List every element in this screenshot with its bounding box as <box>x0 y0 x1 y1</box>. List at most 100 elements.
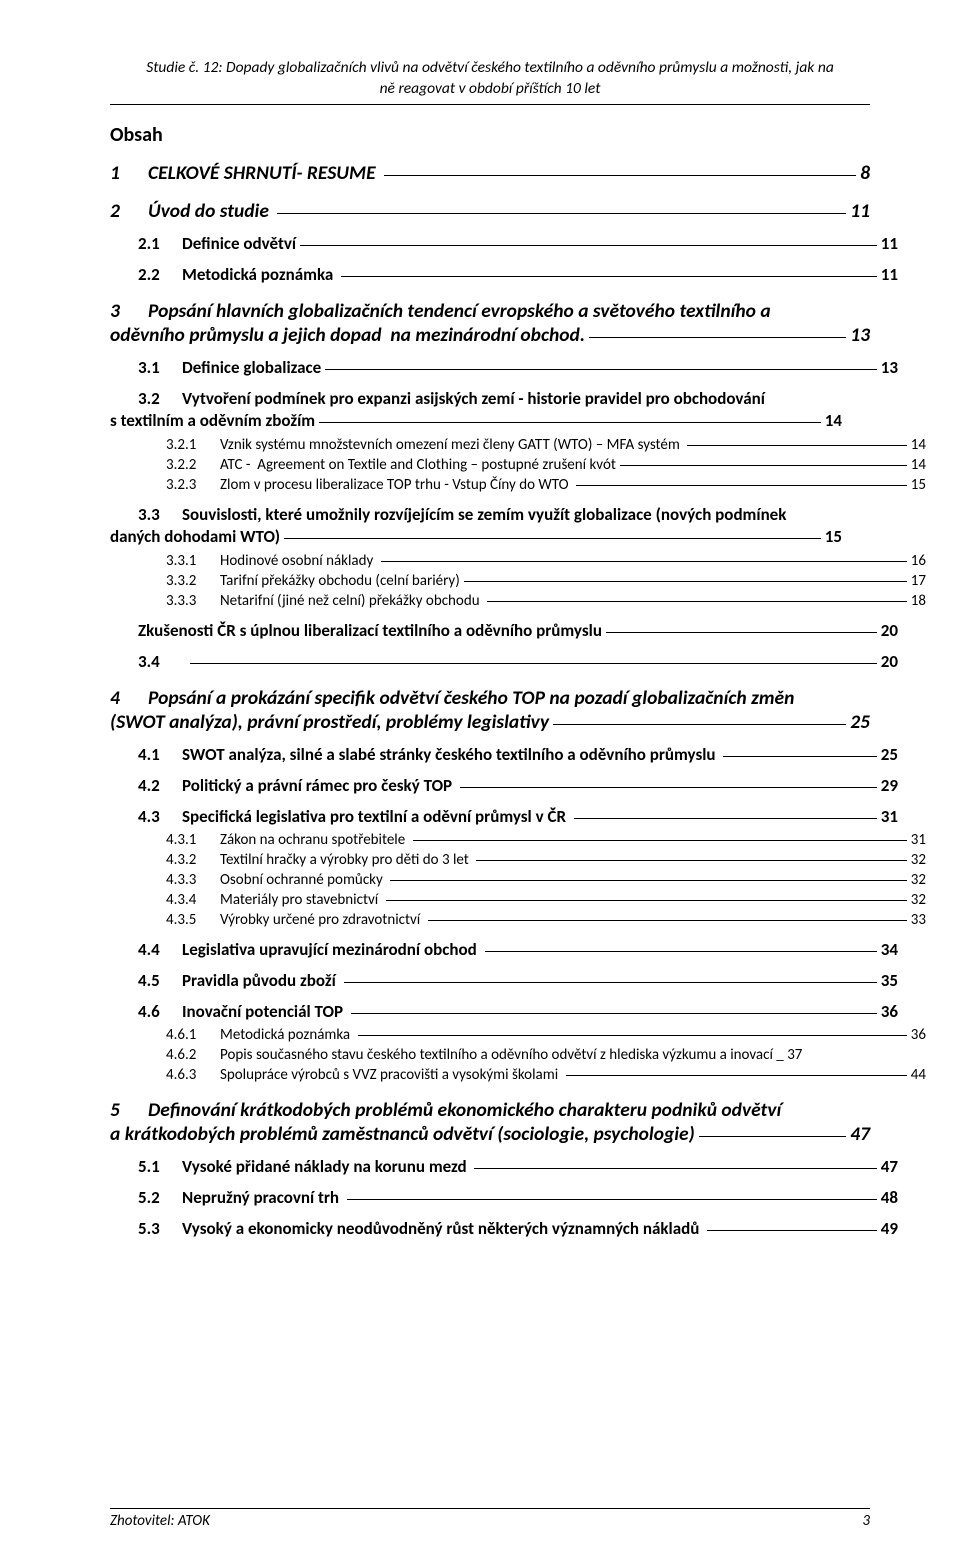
toc-entry: 4.3.3Osobní ochranné pomůcky 32 <box>110 871 926 889</box>
toc-entry: 3.2.2ATC - Agreement on Textile and Clot… <box>110 456 926 474</box>
toc-page: 8 <box>860 161 870 185</box>
toc-leader <box>476 859 907 861</box>
toc-entry: 3.3Souvislosti, které umožnily rozvíjejí… <box>110 504 870 548</box>
toc-entry: 4.6.1Metodická poznámka 36 <box>110 1026 926 1044</box>
toc-entry: 3.2Vytvoření podmínek pro expanzi asijsk… <box>110 388 870 432</box>
toc-label: 3.2Vytvoření podmínek pro expanzi asijsk… <box>138 388 870 410</box>
toc-label: oděvního průmyslu a jejich dopad na mezi… <box>110 323 585 347</box>
toc-label: 4.1SWOT analýza, silné a slabé stránky č… <box>138 744 719 765</box>
toc-label: 2.1Definice odvětví <box>138 233 296 254</box>
toc-leader <box>413 839 907 841</box>
toc-entry: 4.2Politický a právní rámec pro český TO… <box>110 775 898 796</box>
toc-label: a krátkodobých problémů zaměstnanců odvě… <box>110 1122 695 1146</box>
page-footer: Zhotovitel: ATOK 3 <box>110 1508 870 1530</box>
toc-label: 2.2Metodická poznámka <box>138 264 337 285</box>
toc-entry: 5.3Vysoký a ekonomicky neodůvodněný růst… <box>110 1218 898 1239</box>
toc-leader <box>707 1229 877 1231</box>
toc-label: (SWOT analýza), právní prostředí, problé… <box>110 710 549 734</box>
toc-label: 4.6.1Metodická poznámka <box>166 1026 354 1044</box>
toc-leader <box>347 1198 877 1200</box>
toc-label: 5Definování krátkodobých problémů ekonom… <box>110 1098 870 1122</box>
toc-leader <box>699 1135 847 1137</box>
toc-leader <box>620 464 907 466</box>
toc-leader <box>344 981 877 983</box>
toc-page: 36 <box>881 1001 898 1022</box>
toc-leader <box>381 560 907 562</box>
toc-page: 14 <box>825 410 842 432</box>
toc-heading: Obsah <box>110 123 870 147</box>
toc-page: 14 <box>911 456 926 474</box>
toc-page: 34 <box>881 939 898 960</box>
toc-label: 5.1Vysoké přidané náklady na korunu mezd <box>138 1156 470 1177</box>
header-line-1: Studie č. 12: Dopady globalizačních vliv… <box>146 58 834 77</box>
toc-entry: 3.3.1Hodinové osobní náklady 16 <box>110 552 926 570</box>
toc-page: 47 <box>850 1122 870 1146</box>
toc-page: 16 <box>911 552 926 570</box>
toc-leader <box>485 950 877 952</box>
toc-page: 47 <box>881 1156 898 1177</box>
toc-entry: 4.6.2Popis současného stavu českého text… <box>110 1046 926 1064</box>
toc-entry: 3.3.3Netarifní (jiné než celní) překážky… <box>110 592 926 610</box>
toc-label: 2Úvod do studie <box>110 199 273 223</box>
toc-page: 20 <box>881 651 898 672</box>
toc-entry: 4.3Specifická legislativa pro textilní a… <box>110 806 898 827</box>
toc-label: 4.6Inovační potenciál TOP <box>138 1001 347 1022</box>
toc-entry: 3Popsání hlavních globalizačních tendenc… <box>110 299 870 347</box>
toc-label: 4.4Legislativa upravující mezinárodní ob… <box>138 939 481 960</box>
toc-leader <box>390 879 907 881</box>
toc-label: Zkušenosti ČR s úplnou liberalizací text… <box>138 620 602 641</box>
toc-page: 11 <box>850 199 870 223</box>
toc-leader <box>428 919 907 921</box>
toc-page: 13 <box>850 323 870 347</box>
toc-leader <box>574 817 877 819</box>
toc-page: 29 <box>881 775 898 796</box>
toc-page: 17 <box>911 572 926 590</box>
toc-page: 11 <box>881 264 898 285</box>
toc-leader <box>351 1012 877 1014</box>
toc-entry: 2.2Metodická poznámka 11 <box>110 264 898 285</box>
toc-label: 4Popsání a prokázání specifik odvětví če… <box>110 686 870 710</box>
toc-page: 14 <box>911 436 926 454</box>
toc-label: 4.6.2Popis současného stavu českého text… <box>166 1046 787 1064</box>
toc-page: 25 <box>850 710 870 734</box>
toc-leader <box>325 368 877 370</box>
toc-label: 4.3.2Textilní hračky a výrobky pro děti … <box>166 851 472 869</box>
toc-entry: 4.4Legislativa upravující mezinárodní ob… <box>110 939 898 960</box>
toc-label: 5.3Vysoký a ekonomicky neodůvodněný růst… <box>138 1218 703 1239</box>
toc-entry: 4.3.5Výrobky určené pro zdravotnictví 33 <box>110 911 926 929</box>
toc-label: 5.2Nepružný pracovní trh <box>138 1187 343 1208</box>
toc-entry: 5.2Nepružný pracovní trh 48 <box>110 1187 898 1208</box>
toc-page: 35 <box>881 970 898 991</box>
toc-page: 25 <box>881 744 898 765</box>
toc-page: 36 <box>911 1026 926 1044</box>
toc-entry: Zkušenosti ČR s úplnou liberalizací text… <box>110 620 898 641</box>
running-header: Studie č. 12: Dopady globalizačních vliv… <box>110 58 870 100</box>
toc-entry: 4.6Inovační potenciál TOP 36 <box>110 1001 898 1022</box>
toc-entry: 5Definování krátkodobých problémů ekonom… <box>110 1098 870 1146</box>
toc-leader <box>277 212 846 214</box>
toc-label: 3.2.2ATC - Agreement on Textile and Clot… <box>166 456 616 474</box>
toc-label: 4.6.3Spolupráce výrobců s VVZ pracovišti… <box>166 1066 562 1084</box>
toc-entry: 3.2.3Zlom v procesu liberalizace TOP trh… <box>110 476 926 494</box>
toc-label: 4.3.5Výrobky určené pro zdravotnictví <box>166 911 424 929</box>
toc-label: 4.3.4Materiály pro stavebnictví <box>166 891 382 909</box>
header-rule <box>110 104 870 105</box>
toc-label: 4.3.1Zákon na ochranu spotřebitele <box>166 831 409 849</box>
toc-leader <box>474 1167 876 1169</box>
toc-label: 4.3.3Osobní ochranné pomůcky <box>166 871 386 889</box>
toc-entry: 3.1Definice globalizace 13 <box>110 357 898 378</box>
toc-leader <box>300 244 877 246</box>
toc-label: 3.3.2Tarifní překážky obchodu (celní bar… <box>166 572 460 590</box>
toc-leader <box>553 723 846 725</box>
toc-label: 3Popsání hlavních globalizačních tendenc… <box>110 299 870 323</box>
toc-label: 3.3.3Netarifní (jiné než celní) překážky… <box>166 592 483 610</box>
toc-leader <box>386 899 907 901</box>
header-line-2: ně reagovat v období příštích 10 let <box>380 79 601 98</box>
toc-leader <box>687 444 907 446</box>
toc-label: 3.1Definice globalizace <box>138 357 321 378</box>
toc-leader <box>589 336 846 338</box>
toc-leader <box>384 174 856 176</box>
toc-entry: 3.2.1Vznik systému množstevních omezení … <box>110 436 926 454</box>
toc-page: 31 <box>881 806 898 827</box>
toc-entry: 4.1SWOT analýza, silné a slabé stránky č… <box>110 744 898 765</box>
